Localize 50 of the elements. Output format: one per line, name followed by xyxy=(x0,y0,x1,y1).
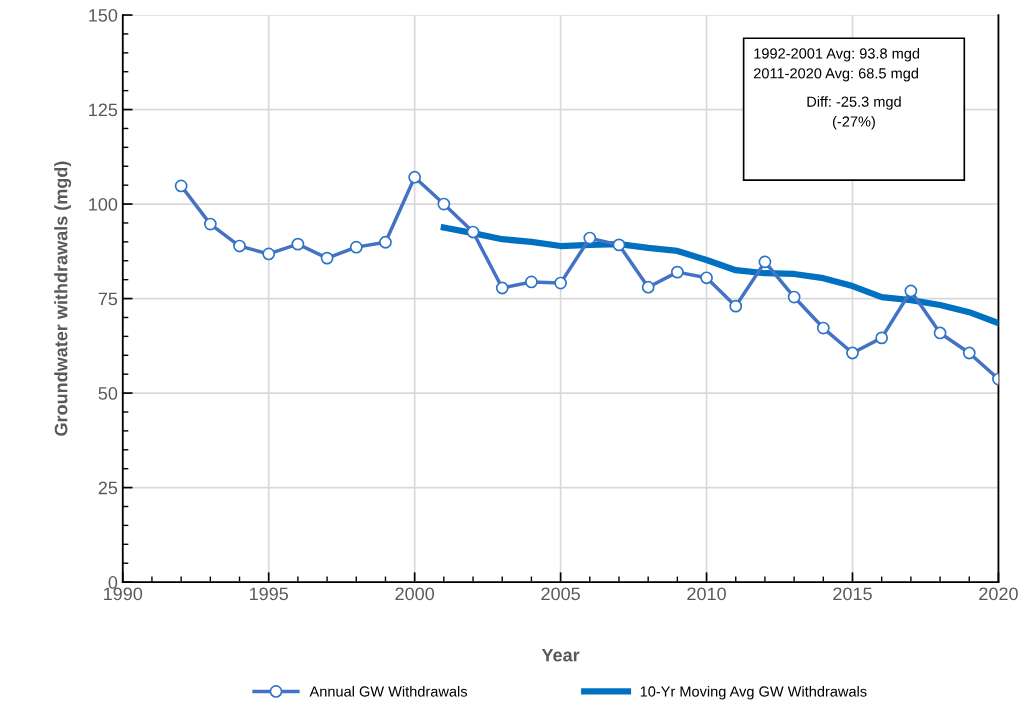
annotation: Diff: -25.3 mgd xyxy=(807,96,901,110)
point xyxy=(787,290,801,304)
point xyxy=(320,251,334,265)
point xyxy=(525,275,538,289)
point xyxy=(233,239,246,253)
y-tick-label: 25 xyxy=(98,481,118,495)
y-tick-label: 50 xyxy=(98,387,118,400)
point xyxy=(962,346,976,360)
point xyxy=(379,235,392,249)
point xyxy=(291,237,305,251)
x-tick-label: 1995 xyxy=(250,587,289,601)
y-tick-label: 150 xyxy=(89,8,118,22)
annotation: 2011-2020 Avg: 68.5 mgd xyxy=(753,67,919,82)
point xyxy=(612,238,626,252)
x-tick-label: 2020 xyxy=(979,587,1018,601)
point xyxy=(437,197,451,211)
annotation: 1992-2001 Avg: 93.8 mgd xyxy=(754,47,920,62)
point xyxy=(670,265,684,279)
point xyxy=(203,217,217,231)
point xyxy=(554,276,567,290)
point xyxy=(846,346,859,360)
y-tick-label: 0 xyxy=(108,576,118,589)
y-tick-label: 125 xyxy=(89,103,118,117)
point xyxy=(641,280,655,294)
x-tick-label: 2010 xyxy=(687,587,726,601)
x-tick-label: 2005 xyxy=(541,587,580,601)
y-tick-label: 75 xyxy=(98,292,118,306)
x-tick-label: 1990 xyxy=(104,587,143,601)
x-tick-label: 2000 xyxy=(395,587,435,601)
x-tick-label: 2015 xyxy=(833,587,872,601)
point xyxy=(933,326,947,340)
point xyxy=(816,321,830,335)
point xyxy=(408,170,422,184)
annotation: (-27%) xyxy=(832,115,875,130)
point xyxy=(349,240,363,254)
point xyxy=(729,299,743,313)
point xyxy=(700,271,713,285)
x-axis-title: Year xyxy=(541,648,580,662)
point xyxy=(174,179,188,193)
y-axis-title: Groundwater withdrawals (mgd) xyxy=(54,161,72,436)
legend-label: 10-Yr Moving Avg GW Withdrawals xyxy=(640,685,867,700)
point xyxy=(904,284,918,298)
point xyxy=(262,247,276,261)
legend-label: Annual GW Withdrawals xyxy=(309,685,468,697)
point xyxy=(758,255,772,269)
point xyxy=(875,331,889,345)
y-tick-label: 100 xyxy=(89,197,118,211)
point xyxy=(495,281,509,295)
point xyxy=(466,225,480,239)
point xyxy=(583,231,597,245)
